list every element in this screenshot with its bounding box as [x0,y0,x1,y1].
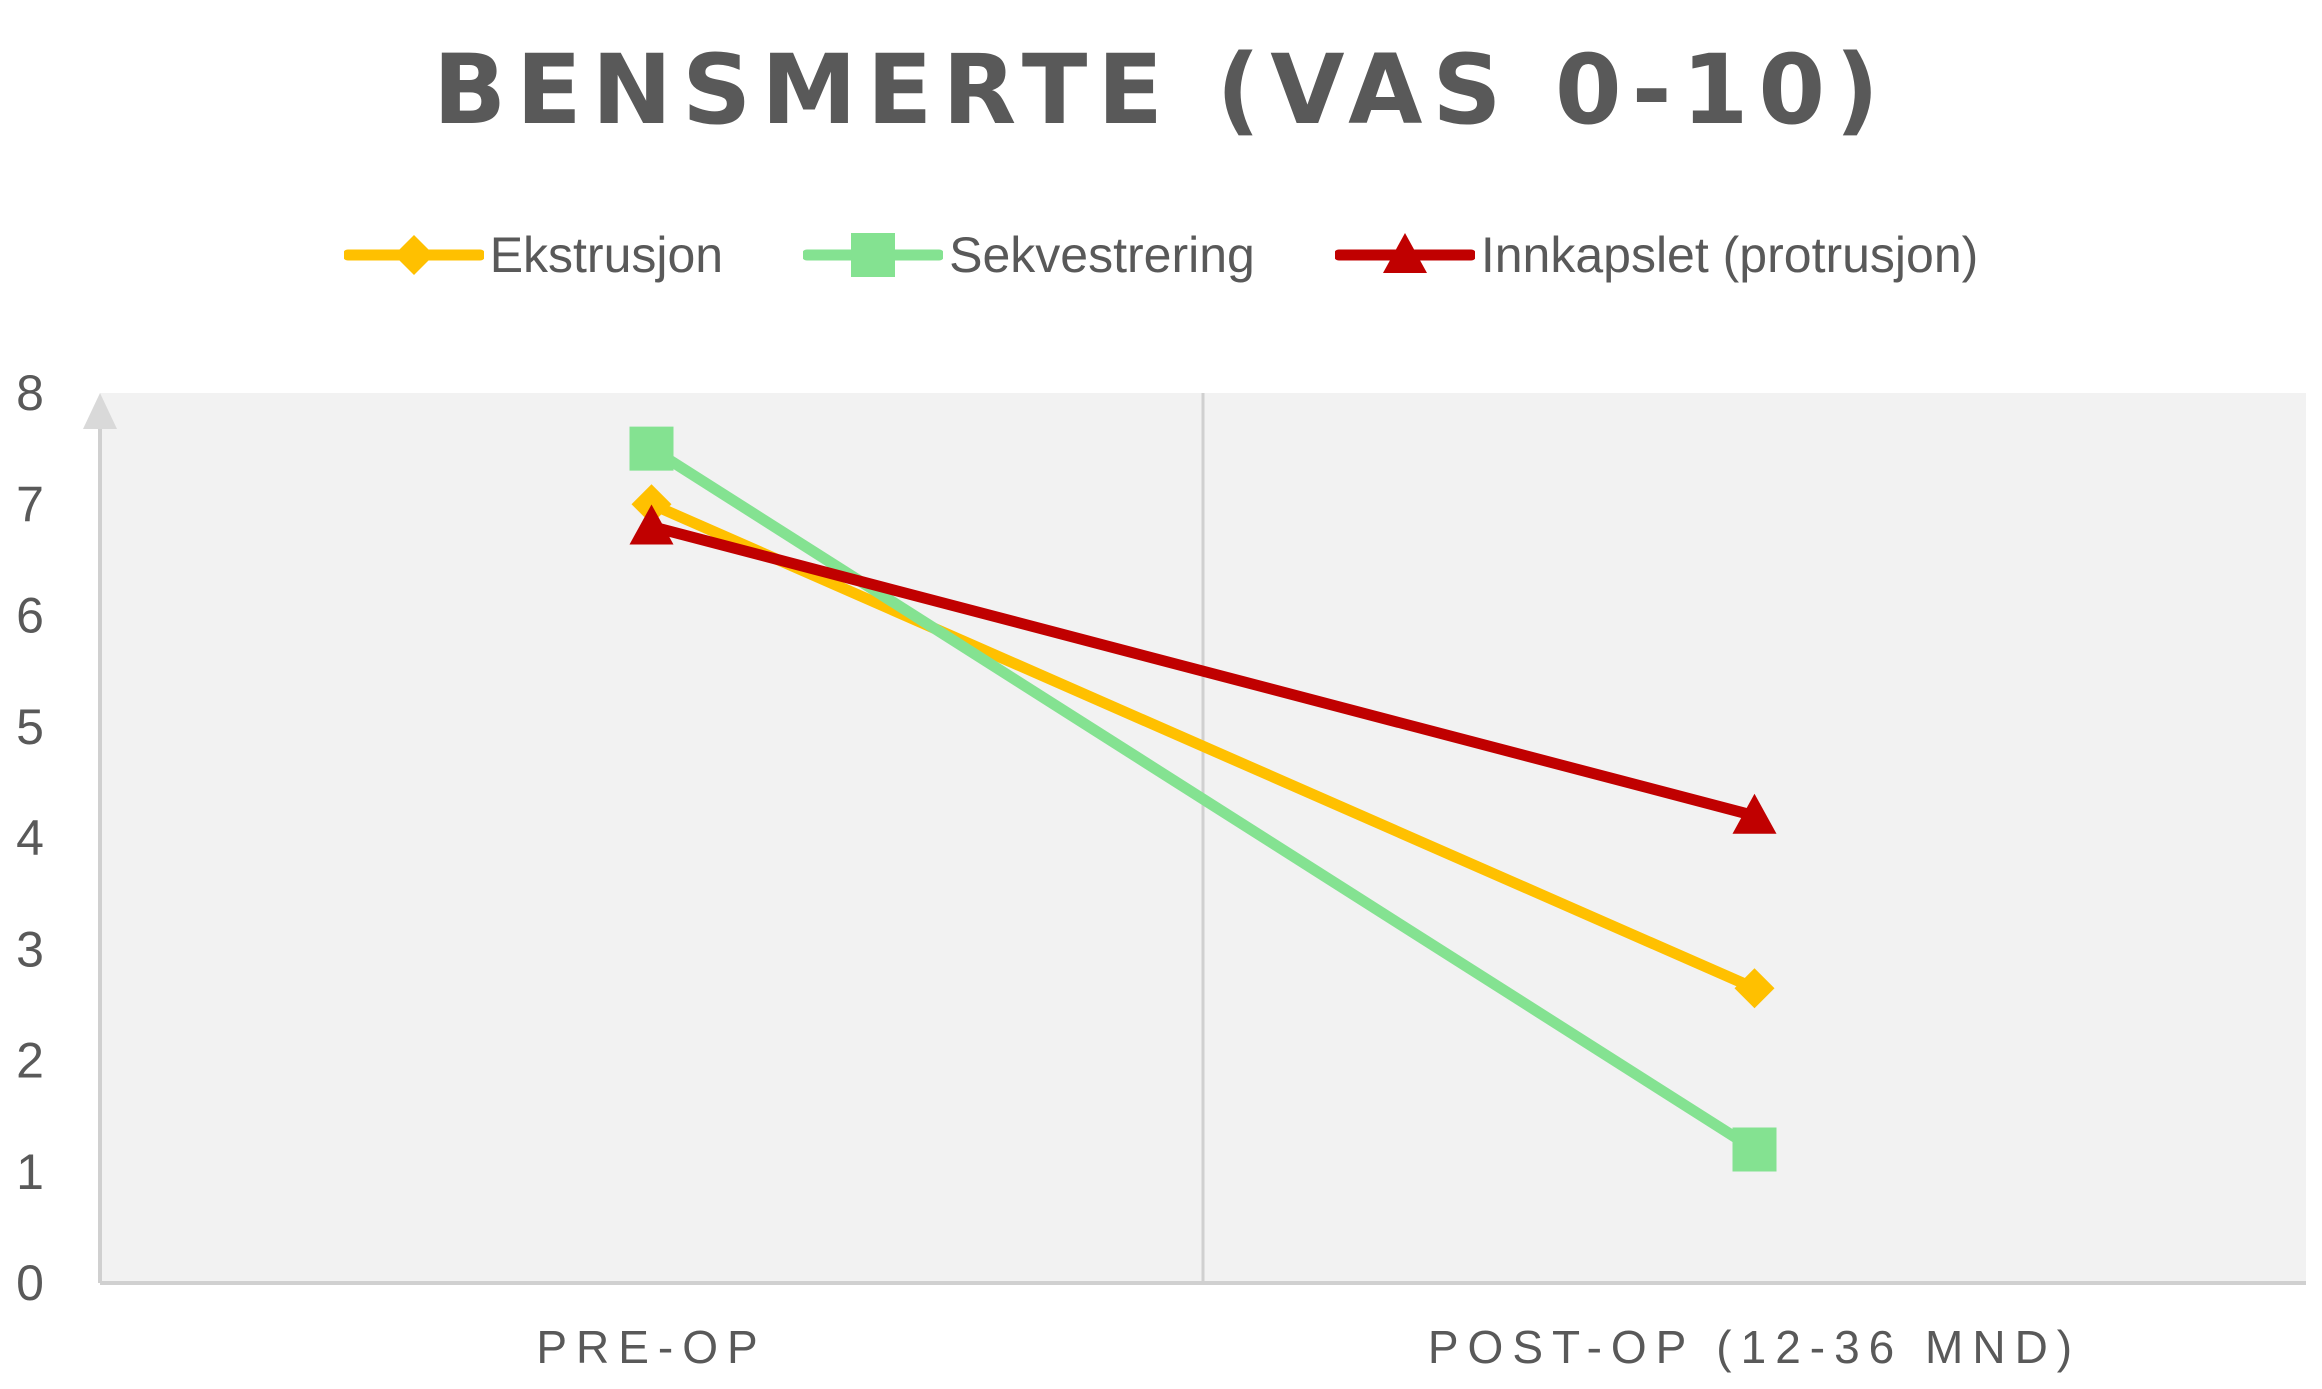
y-tick-label: 1 [16,1144,44,1200]
y-tick-label: 8 [16,365,44,421]
legend-item: Sekvestrering [803,225,1255,285]
y-tick-label: 7 [16,476,44,532]
y-tick-label: 2 [16,1033,44,1089]
series-2-point [1732,793,1777,834]
legend: Ekstrusjon Sekvestrering Innkapslet (protr… [0,225,2322,285]
series-0-point [1734,968,1775,1009]
y-tick-label: 3 [16,921,44,977]
y-tick-label: 6 [16,588,44,644]
series-1-point [1732,1127,1777,1172]
y-tick-label: 4 [16,810,44,866]
legend-item: Innkapslet (protrusjon) [1334,225,1979,285]
series-2-point [629,504,674,545]
y-tick-label: 0 [16,1255,44,1311]
chart-title: BENSMERTE (VAS 0-10) [432,34,1890,146]
x-tick-label: PRE-OP [536,1321,766,1373]
series-2-line [650,521,1756,822]
legend-swatch [803,233,944,277]
series-0-line [649,499,1757,994]
series-1-line [648,443,1758,1155]
legend-swatch-marker [1382,233,1427,273]
legend-label: Ekstrusjon [489,227,724,283]
legend-item: Ekstrusjon [343,225,724,285]
legend-swatch [343,235,484,275]
x-tick-label: POST-OP (12-36 MND) [1428,1321,2081,1373]
series-1-point [629,426,674,471]
y-axis-arrow [83,393,117,429]
legend-swatch-marker [393,235,434,275]
legend-swatch-marker [851,233,896,277]
series-0-point [631,484,672,525]
legend-label: Sekvestrering [949,227,1255,283]
legend-swatch [1334,233,1475,273]
y-tick-label: 5 [16,699,44,755]
legend-label: Innkapslet (protrusjon) [1480,227,1979,283]
